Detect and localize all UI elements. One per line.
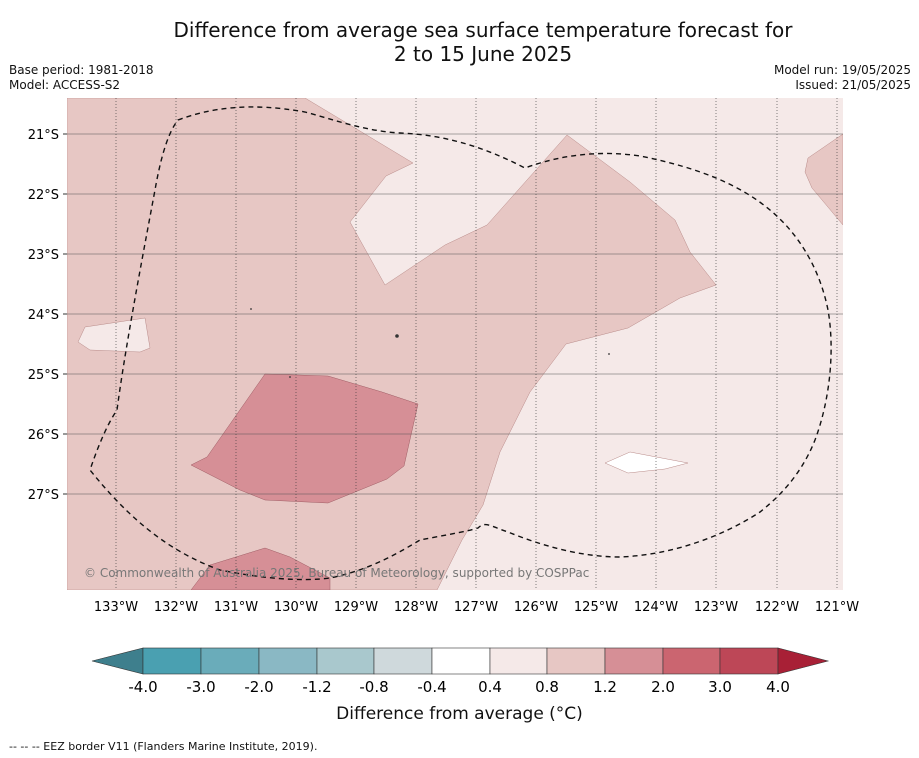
lon-label: 127°W [454, 600, 498, 615]
eez-footnote: -- -- -- EEZ border V11 (Flanders Marine… [9, 740, 318, 753]
lon-label: 125°W [574, 600, 618, 615]
lon-label: 121°W [815, 600, 859, 615]
lon-label: 132°W [154, 600, 198, 615]
copyright-text: © Commonwealth of Australia 2025, Bureau… [84, 566, 589, 580]
island [289, 376, 291, 378]
map-area: © Commonwealth of Australia 2025, Bureau… [67, 98, 843, 590]
colorbar-tick-label: -2.0 [244, 678, 273, 696]
lon-label: 124°W [634, 600, 678, 615]
anomaly-region-0-8-1-2-east [804, 133, 843, 226]
colorbar-tick-label: 1.2 [593, 678, 617, 696]
map-title-line2: 2 to 15 June 2025 [393, 42, 573, 66]
colorbar-tick-label: 0.8 [535, 678, 559, 696]
colorbar-bin [662, 647, 721, 675]
colorbar-bin [142, 647, 202, 675]
lat-label: 24°S [28, 308, 59, 323]
colorbar-tick-label: 3.0 [708, 678, 732, 696]
eez-border [89, 106, 832, 581]
anomaly-region-neutral [604, 451, 689, 474]
colorbar-tick-label: -0.8 [359, 678, 388, 696]
island [395, 334, 399, 338]
meta-left: Base period: 1981-2018 Model: ACCESS-S2 [9, 63, 154, 93]
colorbar-bin [546, 647, 606, 675]
base-period: Base period: 1981-2018 [9, 63, 154, 77]
lat-label: 25°S [28, 368, 59, 383]
colorbar-tick-label: 4.0 [766, 678, 790, 696]
colorbar-bin [373, 647, 433, 675]
model-run: Model run: 19/05/2025 [773, 63, 911, 77]
island [250, 308, 252, 310]
colorbar-bin [719, 647, 779, 675]
lon-label: 126°W [514, 600, 558, 615]
colorbar-tick-label: -1.2 [302, 678, 331, 696]
colorbar-tick-label: -0.4 [417, 678, 446, 696]
anomaly-region-0-4-0-8-pocket [77, 317, 151, 353]
map-title: Difference from average sea surface temp… [60, 18, 906, 66]
lat-label: 21°S [28, 128, 59, 143]
islands [250, 308, 610, 378]
longitude-axis: 133°W 132°W 131°W 130°W 129°W 128°W 127°… [94, 600, 859, 615]
lon-label: 129°W [334, 600, 378, 615]
lon-label: 123°W [694, 600, 738, 615]
colorbar-bin [316, 647, 375, 675]
colorbar-bin [200, 647, 260, 675]
lon-label: 130°W [274, 600, 318, 615]
colorbar-tick-label: 0.4 [478, 678, 502, 696]
colorbar-bin [604, 647, 664, 675]
lat-label: 27°S [28, 488, 59, 503]
latitude-axis: 21°S 22°S 23°S 24°S 25°S 26°S 27°S [28, 128, 67, 503]
anomaly-region-1-2-2-0-central [190, 373, 419, 504]
colorbar: -4.0 -3.0 -2.0 -1.2 -0.8 -0.4 0.4 0.8 1.… [91, 647, 830, 696]
lat-label: 26°S [28, 428, 59, 443]
lat-label: 23°S [28, 248, 59, 263]
colorbar-tick-label: -3.0 [186, 678, 215, 696]
lon-label: 122°W [755, 600, 799, 615]
colorbar-title: Difference from average (°C) [336, 704, 583, 724]
colorbar-bin [258, 647, 318, 675]
map-title-line1: Difference from average sea surface temp… [173, 18, 793, 42]
anomaly-region-1-2-2-0-south [190, 547, 331, 590]
colorbar-tick-label: -4.0 [128, 678, 157, 696]
lat-label: 22°S [28, 188, 59, 203]
colorbar-extend-low [91, 647, 144, 675]
model-name: Model: ACCESS-S2 [9, 78, 121, 92]
lon-label: 128°W [394, 600, 438, 615]
island [608, 353, 610, 355]
issued-date: Issued: 21/05/2025 [795, 78, 911, 92]
lon-label: 131°W [214, 600, 258, 615]
gridlines [67, 98, 843, 590]
lon-label: 133°W [94, 600, 138, 615]
meta-right: Model run: 19/05/2025 Issued: 21/05/2025 [774, 63, 911, 93]
colorbar-bin [489, 647, 548, 675]
colorbar-tick-label: 2.0 [651, 678, 675, 696]
colorbar-bin [431, 647, 491, 675]
colorbar-extend-high [777, 647, 830, 675]
